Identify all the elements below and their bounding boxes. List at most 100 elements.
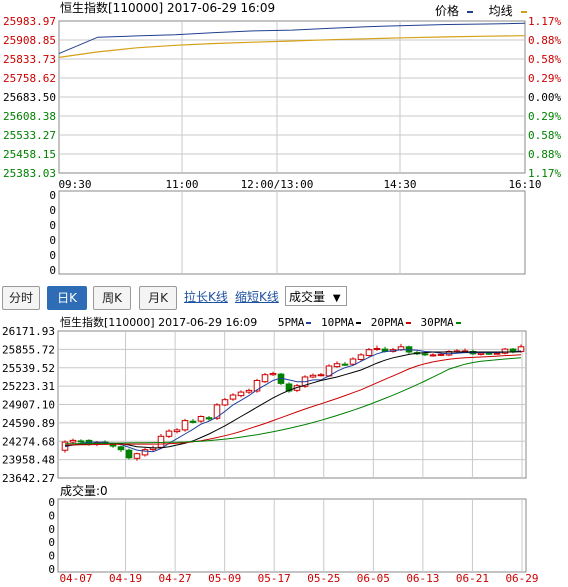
candle-body xyxy=(261,374,269,383)
intraday-pct-tick: 0.58% xyxy=(528,53,561,66)
ma30-swatch xyxy=(455,322,461,324)
legend-avg-label: 均线 xyxy=(488,4,513,18)
candle-body xyxy=(181,420,189,431)
intraday-volume-tick: 0 xyxy=(49,249,56,262)
candle-body xyxy=(493,352,501,355)
candle-body xyxy=(365,349,373,357)
kline-volume-tick: 0 xyxy=(48,496,55,509)
intraday-volume-tick: 0 xyxy=(49,219,56,232)
candle-body xyxy=(429,354,437,357)
candle-body xyxy=(117,446,125,451)
kline-title: 恒生指数[110000] 2017-06-29 16:09 xyxy=(60,316,258,329)
candle-body xyxy=(157,435,165,448)
intraday-price-tick: 25533.27 xyxy=(3,129,56,142)
ma30-label: 30PMA xyxy=(420,316,454,329)
kline-header: 恒生指数[110000] 2017-06-29 16:09 5PMA 10PMA… xyxy=(60,314,461,330)
intraday-chart: 25983.97 1.17% 25908.85 0.88% 25833.73 0.58% 2… xyxy=(3,15,561,277)
candle-body xyxy=(197,416,205,422)
intraday-price-tick: 25458.15 xyxy=(3,148,56,161)
candle-body xyxy=(141,449,149,456)
kline-price-tick: 23958.48 xyxy=(2,454,55,467)
legend-avg-swatch xyxy=(520,10,527,13)
candle-body xyxy=(269,373,277,376)
candle-body xyxy=(173,429,181,433)
candle-body xyxy=(501,348,509,354)
kline-volume-tick: 0 xyxy=(48,563,55,576)
kline-volume-frame xyxy=(57,498,527,573)
kline-date-tick: 06-29 xyxy=(505,572,538,585)
candle-body xyxy=(77,440,85,443)
candle-body xyxy=(421,353,429,356)
tab-weekly-k[interactable]: 周K xyxy=(93,286,131,310)
average-series-line xyxy=(58,35,526,58)
candle-body xyxy=(485,352,493,355)
intraday-title: 恒生指数[110000] 2017-06-29 16:09 xyxy=(60,1,276,15)
candle-body xyxy=(237,391,245,397)
intraday-price-tick: 25983.97 xyxy=(3,15,56,28)
ma5-label: 5PMA xyxy=(277,316,305,329)
stretch-kline-link[interactable]: 拉长K线 xyxy=(184,290,228,304)
intraday-volume-tick: 0 xyxy=(49,189,56,202)
candle-body xyxy=(317,374,325,377)
intraday-pct-tick: 0.88% xyxy=(528,34,561,47)
intraday-pct-tick: 0.88% xyxy=(528,148,561,161)
intraday-pct-tick: 0.58% xyxy=(528,129,561,142)
legend-price-swatch xyxy=(466,10,473,13)
kline-price-tick: 24907.10 xyxy=(2,399,55,412)
ma5-line xyxy=(64,349,522,453)
intraday-pct-tick: 0.29% xyxy=(528,72,561,85)
chevron-down-icon: ▼ xyxy=(332,293,341,304)
intraday-time-tick: 09:30 xyxy=(58,178,91,191)
shrink-kline-link[interactable]: 缩短K线 xyxy=(235,290,279,304)
candle-body xyxy=(437,353,445,356)
kline-price-tick: 25223.31 xyxy=(2,380,55,393)
kline-date-tick: 05-17 xyxy=(258,572,291,585)
kline-price-tick: 25539.52 xyxy=(2,362,55,375)
kline-price-tick: 26171.93 xyxy=(2,325,55,338)
candle-body xyxy=(341,363,349,366)
intraday-time-tick: 16:10 xyxy=(508,178,541,191)
volume-select-value: 成交量 xyxy=(289,290,326,304)
intraday-pct-tick: 1.17% xyxy=(528,15,561,28)
ma10-label: 10PMA xyxy=(320,316,355,329)
kline-volume-tick: 0 xyxy=(48,550,55,563)
intraday-time-tick: 14:30 xyxy=(383,178,416,191)
ma20-line xyxy=(64,354,522,446)
intraday-price-tick: 25608.38 xyxy=(3,110,56,123)
price-series-line xyxy=(58,22,526,55)
intraday-price-tick: 25683.50 xyxy=(3,91,56,104)
kline-price-tick: 24274.68 xyxy=(2,435,55,448)
tab-daily-k[interactable]: 日K xyxy=(47,286,87,310)
tab-monthly-k[interactable]: 月K xyxy=(139,286,177,310)
volume-indicator-select[interactable]: 成交量 ▼ xyxy=(285,286,347,306)
tab-time-share[interactable]: 分时 xyxy=(2,286,40,310)
kline-price-tick: 25855.72 xyxy=(2,343,55,356)
kline-price-tick: 23642.27 xyxy=(2,472,55,485)
candle-body xyxy=(373,348,381,350)
kline-volume-tick: 0 xyxy=(48,523,55,536)
intraday-time-tick: 11:00 xyxy=(165,178,198,191)
kline-date-tick: 05-09 xyxy=(208,572,241,585)
intraday-legend: 价格 均线 xyxy=(435,2,527,19)
ma10-swatch xyxy=(356,322,362,324)
kline-date-tick: 05-25 xyxy=(307,572,340,585)
candle-body xyxy=(253,380,261,392)
intraday-price-tick: 25908.85 xyxy=(3,34,56,47)
candle-body xyxy=(205,417,213,420)
intraday-price-tick: 25383.03 xyxy=(3,167,56,180)
legend-price-label: 价格 xyxy=(435,4,460,18)
kline-date-tick: 06-13 xyxy=(406,572,439,585)
ma30-line xyxy=(64,357,522,445)
intraday-volume-tick: 0 xyxy=(49,234,56,247)
intraday-pct-tick: 0.29% xyxy=(528,110,561,123)
kline-date-tick: 06-21 xyxy=(456,572,489,585)
ma20-label: 20PMA xyxy=(370,316,404,329)
candle-body xyxy=(285,383,293,392)
candle-body xyxy=(213,404,221,419)
candle-body xyxy=(357,354,365,360)
intraday-volume-tick: 0 xyxy=(49,204,56,217)
kline-date-tick: 04-19 xyxy=(109,572,142,585)
candle-body xyxy=(133,453,141,459)
intraday-volume-frame xyxy=(58,190,526,275)
intraday-time-tick: 12:00/13:00 xyxy=(241,178,314,191)
